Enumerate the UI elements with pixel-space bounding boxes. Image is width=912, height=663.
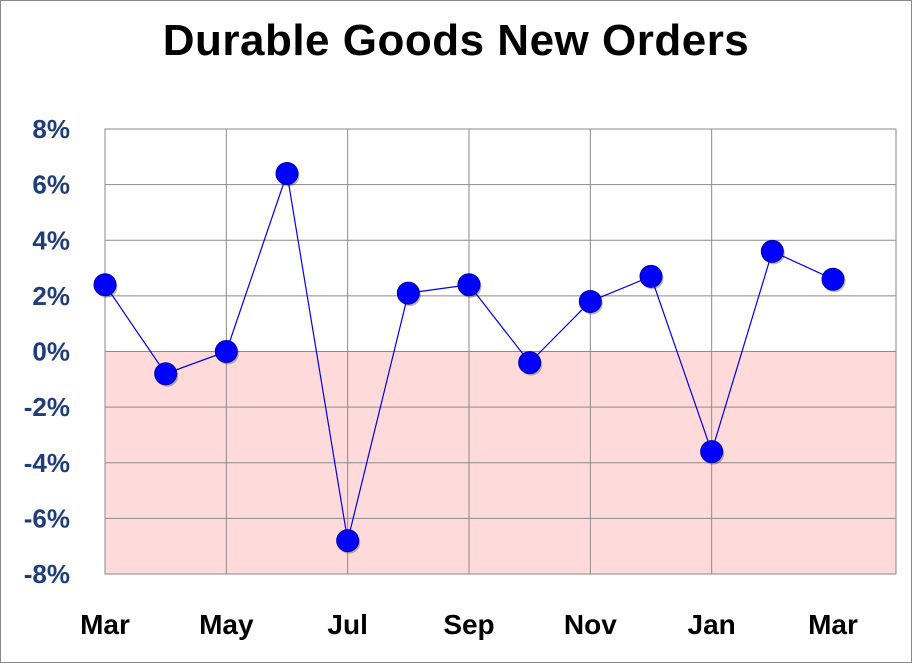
y-tick-label: -4% — [24, 448, 70, 478]
data-point — [457, 273, 481, 297]
x-tick-label: Nov — [564, 609, 617, 640]
plot-border — [104, 128, 897, 575]
y-tick-label: 2% — [32, 281, 70, 311]
data-point — [93, 273, 117, 297]
x-tick-label: Jul — [327, 609, 367, 640]
y-tick-label: 8% — [32, 114, 70, 144]
data-point — [639, 264, 663, 288]
data-point — [275, 162, 299, 185]
y-tick-label: 6% — [32, 170, 70, 200]
y-tick-label: -8% — [24, 559, 70, 589]
data-markers — [93, 162, 846, 554]
data-point — [336, 529, 360, 553]
data-point — [760, 239, 784, 263]
x-tick-label: May — [199, 609, 254, 640]
data-point — [821, 267, 845, 291]
data-point — [154, 362, 178, 386]
y-tick-label: -6% — [24, 503, 70, 533]
x-tick-label: Mar — [80, 609, 130, 640]
y-tick-label: 0% — [32, 337, 70, 367]
data-point — [396, 281, 420, 305]
x-axis-labels: Mar May Jul Sep Nov Jan Mar — [80, 609, 858, 640]
data-point — [518, 351, 542, 375]
y-tick-label: -2% — [24, 392, 70, 422]
y-tick-label: 4% — [32, 225, 70, 255]
x-tick-label: Jan — [688, 609, 736, 640]
data-point — [578, 289, 602, 313]
data-point — [214, 340, 238, 363]
x-tick-label: Sep — [443, 609, 494, 640]
chart-title: Durable Goods New Orders — [162, 16, 750, 65]
x-tick-label: Mar — [808, 609, 858, 640]
data-point — [700, 440, 724, 464]
y-axis-labels: 8% 6% 4% 2% 0% -2% -4% -6% -8% — [24, 114, 70, 589]
